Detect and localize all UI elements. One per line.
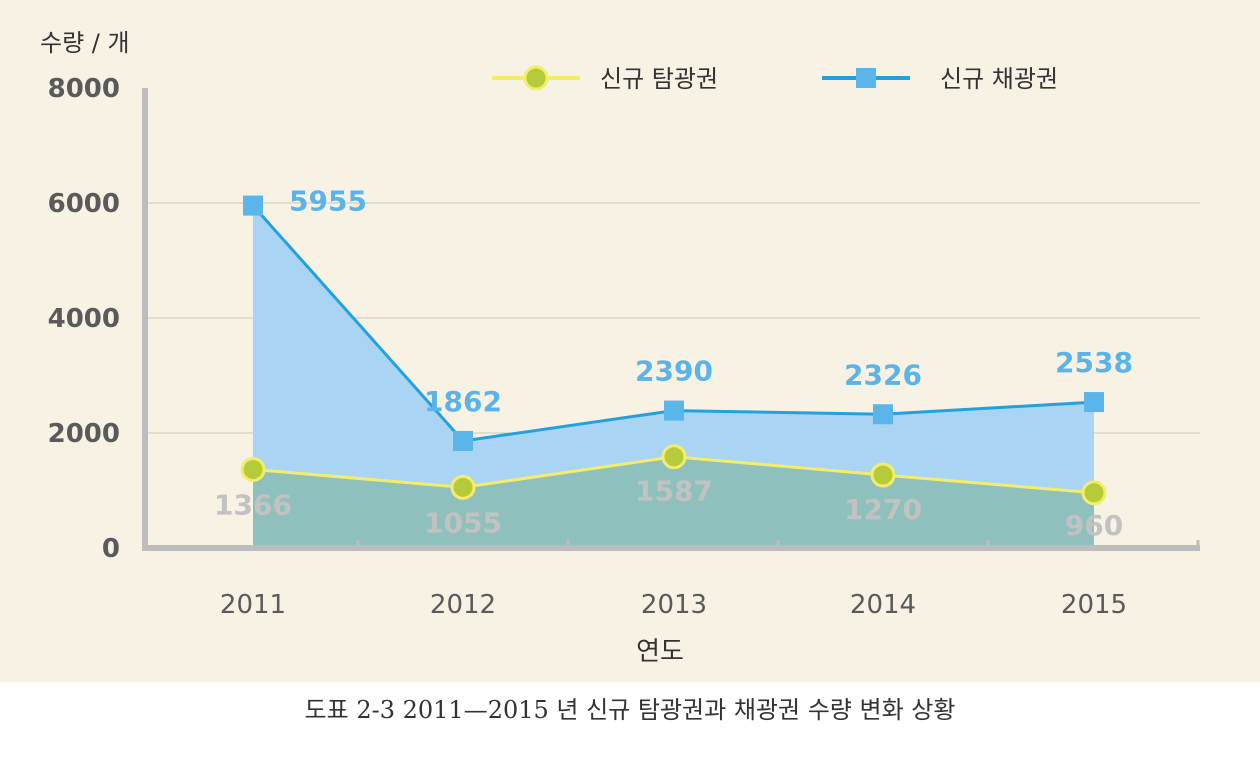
figure-caption: 도표 2-3 2011—2015 년 신규 탐광권과 채광권 수량 변화 상황 [304,696,956,724]
data-label-s0-2015: 960 [1065,509,1123,542]
data-label-s0-2013: 1587 [635,475,713,508]
marker-s0-2011 [240,456,266,482]
legend-marker-0 [523,65,549,91]
y-tick-label-0: 0 [102,534,120,564]
legend-marker-1 [856,68,876,88]
area-fill-series-1 [253,205,1094,548]
marker-s0-2014 [870,462,896,488]
data-label-s1-2015: 2538 [1055,346,1133,379]
y-axis-title: 수량 / 개 [40,29,130,57]
legend-label-0: 신규 탐광권 [600,65,718,93]
x-tick-label-2014: 2014 [850,590,916,620]
series-markers [240,195,1107,506]
marker-s1-2011 [243,195,263,216]
data-label-s1-2014: 2326 [844,358,922,391]
data-label-s0-2011: 1366 [214,488,292,521]
y-tick-label-8000: 8000 [48,74,120,104]
legend: 신규 탐광권 신규 채광권 [492,65,1058,93]
marker-s0-2012 [450,474,476,500]
data-label-s1-2012: 1862 [424,385,502,418]
marker-s1-2012 [453,430,473,451]
data-labels: 1366 1055 1587 1270 960 5955 1862 2390 2326 2538 [214,185,1133,542]
x-tick-label-2015: 2015 [1061,590,1127,620]
marker-s0-2015 [1081,480,1107,506]
x-tick-label-2013: 2013 [641,590,707,620]
legend-label-1: 신규 채광권 [940,65,1058,93]
marker-s1-2015 [1084,392,1104,413]
x-tick-label-2012: 2012 [430,590,496,620]
data-label-s0-2012: 1055 [424,506,502,539]
chart-panel: 0 2000 4000 6000 8000 2011 2012 2013 2014 2015 13… [0,0,1260,682]
axes: 0 2000 4000 6000 8000 2011 2012 2013 2014 2015 [48,74,1200,620]
data-label-s1-2011: 5955 [289,185,367,218]
marker-s1-2014 [873,404,893,425]
x-axis-title: 연도 [636,637,684,667]
marker-s1-2013 [664,400,684,421]
marker-s0-2013 [661,444,687,470]
y-tick-label-2000: 2000 [48,419,120,449]
x-tick-label-2011: 2011 [220,590,286,620]
chart-svg: 0 2000 4000 6000 8000 2011 2012 2013 2014 2015 13… [40,29,1200,667]
data-label-s1-2013: 2390 [635,355,713,388]
y-tick-label-6000: 6000 [48,189,120,219]
data-label-s0-2014: 1270 [844,493,922,526]
y-tick-label-4000: 4000 [48,304,120,334]
